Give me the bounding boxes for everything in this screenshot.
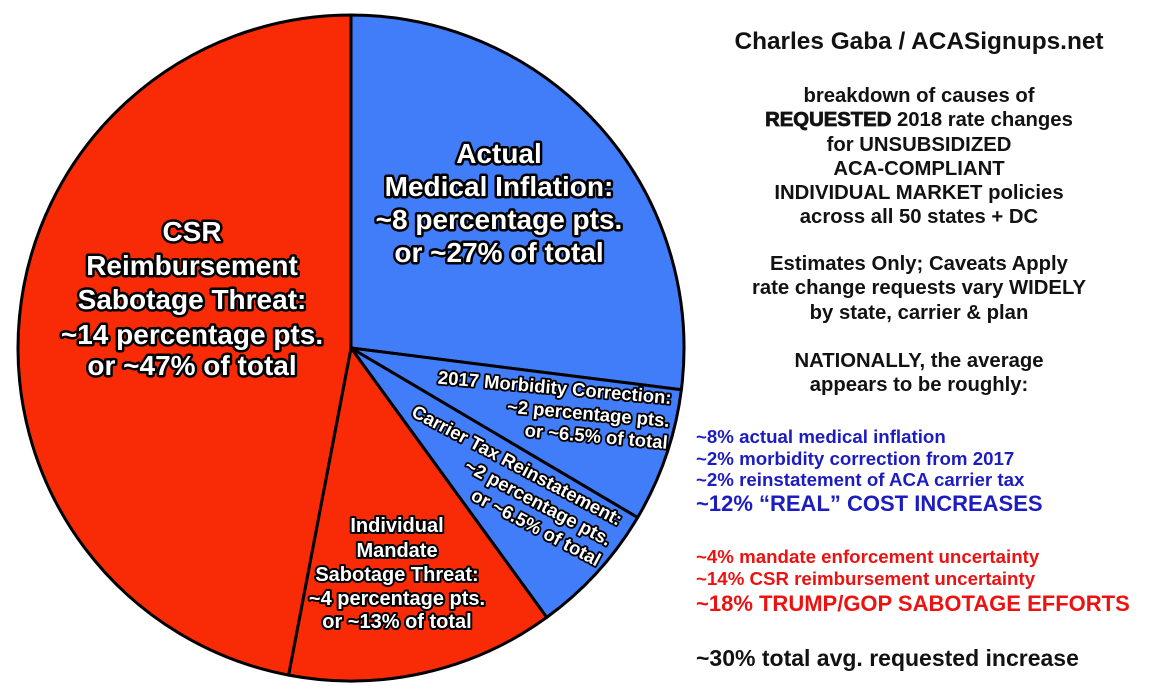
svg-text:~8 percentage pts.: ~8 percentage pts. [376, 204, 623, 235]
svg-text:~4 percentage pts.: ~4 percentage pts. [309, 588, 485, 610]
svg-text:Sabotage Threat:: Sabotage Threat: [315, 564, 478, 586]
svg-text:Actual: Actual [456, 138, 542, 169]
svg-text:~14 percentage pts.: ~14 percentage pts. [61, 319, 323, 350]
svg-text:CSR: CSR [162, 216, 221, 247]
svg-text:Individual: Individual [350, 515, 443, 537]
svg-text:or ~27% of total: or ~27% of total [394, 237, 603, 268]
svg-text:Mandate: Mandate [356, 540, 437, 562]
svg-text:or ~47% of total: or ~47% of total [87, 350, 296, 381]
svg-text:or ~13% of total: or ~13% of total [322, 611, 471, 633]
svg-text:Reimbursement: Reimbursement [86, 250, 298, 281]
svg-text:Medical Inflation:: Medical Inflation: [385, 171, 614, 202]
svg-text:Sabotage Threat:: Sabotage Threat: [78, 284, 307, 315]
